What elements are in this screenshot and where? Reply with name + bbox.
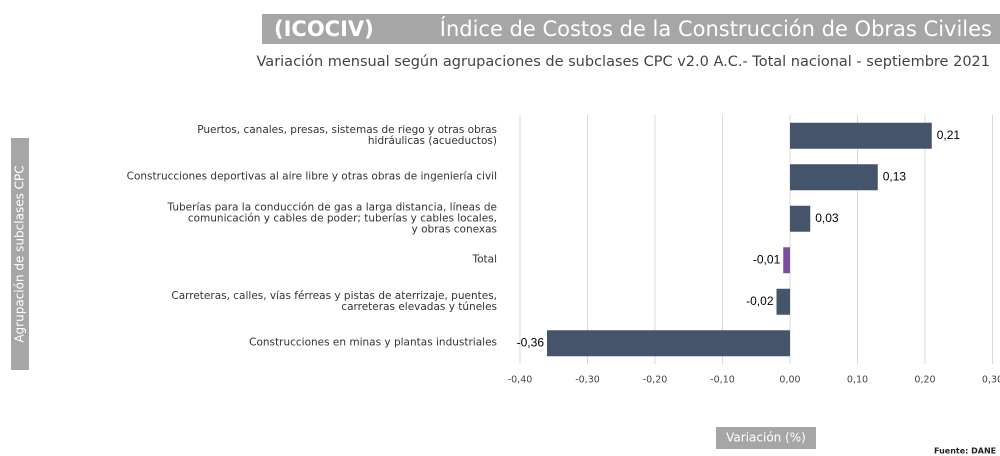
data-label: -0,36: [517, 335, 545, 349]
category-label: Total: [472, 253, 497, 266]
bar: [790, 122, 932, 149]
x-tick-label: -0,10: [710, 375, 735, 386]
bar: [783, 247, 790, 274]
x-axis-label: Variación (%): [726, 431, 806, 445]
category-label: Construcciones en minas y plantas indust…: [249, 336, 497, 349]
category-label: Puertos, canales, presas, sistemas de ri…: [197, 123, 497, 147]
x-tick-label: 0,00: [779, 375, 800, 386]
data-label: -0,01: [753, 252, 781, 266]
data-label: 0,03: [815, 211, 839, 225]
x-tick-label: -0,20: [643, 375, 668, 386]
category-label: Construcciones deportivas al aire libre …: [126, 170, 497, 183]
x-tick-label: 0,20: [914, 375, 935, 386]
bar: [790, 205, 811, 232]
chart-title: Índice de Costos de la Construcción de O…: [440, 16, 992, 41]
subtitle: Variación mensual según agrupaciones de …: [257, 54, 990, 70]
data-label: 0,21: [937, 128, 961, 142]
title-box: [262, 14, 1000, 44]
bar: [790, 164, 878, 191]
data-label: 0,13: [883, 169, 907, 183]
bar: [547, 330, 790, 357]
y-label-box: [11, 138, 29, 370]
y-axis-label: Agrupación de subclases CPC: [13, 165, 27, 342]
x-tick-label: -0,40: [508, 375, 533, 386]
x-tick-label: -0,30: [575, 375, 600, 386]
data-label: -0,02: [746, 294, 774, 308]
category-label: Tuberías para la conducción de gas a lar…: [167, 201, 497, 236]
bar: [776, 288, 790, 315]
category-label: Carreteras, calles, vías férreas y pista…: [171, 289, 497, 313]
x-tick-label: 0,10: [847, 375, 868, 386]
title-abbr: (ICOCIV): [274, 17, 374, 41]
source: Fuente: DANE: [934, 447, 996, 456]
x-label-box: [716, 427, 816, 449]
x-tick-label: 0,30: [982, 375, 1000, 386]
